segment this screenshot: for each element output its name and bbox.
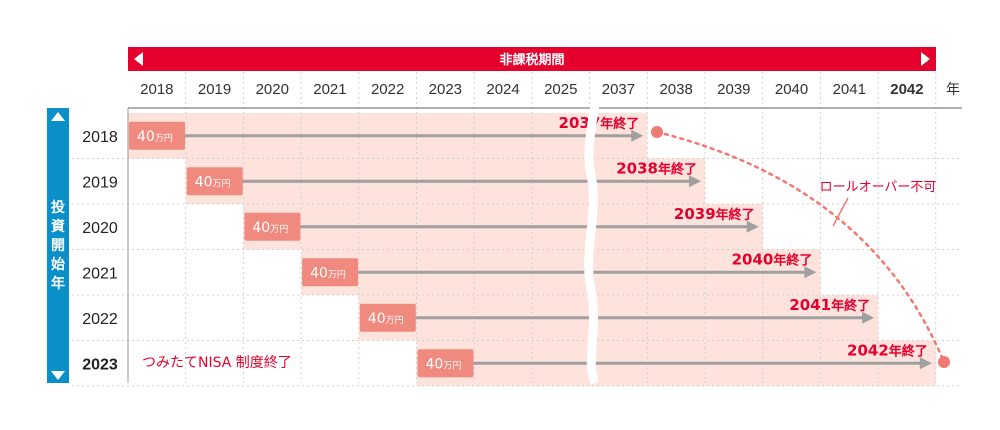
header-bar	[128, 47, 936, 71]
end-label-2039: 2039年終了	[674, 205, 755, 223]
down-arrow-icon	[51, 371, 65, 380]
arrow-head-icon	[746, 220, 759, 233]
amount-badge-2022	[359, 303, 416, 332]
start-year-2018: 2018	[82, 129, 118, 146]
end-suffix: 年終了	[600, 116, 639, 132]
arrow-head-icon	[804, 266, 817, 279]
amount-badge-2020	[244, 212, 301, 241]
up-arrow-icon	[51, 112, 65, 121]
end-label-2042: 2042年終了	[847, 341, 928, 359]
end-label-2041: 2041年終了	[789, 296, 870, 314]
end-label-2040: 2040年終了	[732, 250, 813, 268]
end-label-2038: 2038年終了	[616, 159, 697, 177]
end-year: 2039	[674, 205, 716, 223]
axis-break-band	[584, 71, 601, 385]
amount-badge-2019	[186, 167, 243, 196]
end-year: 2038	[616, 159, 658, 177]
year-label-2042: 2042	[890, 81, 923, 98]
amount-unit: 万円	[155, 133, 173, 144]
end-year: 2041	[789, 296, 831, 314]
start-year-2023: 2023	[82, 356, 118, 373]
start-year-2019: 2019	[82, 174, 118, 191]
end-label-2037: 2037年終了	[559, 114, 640, 132]
left-arrow-icon	[134, 52, 143, 66]
arrow-head-icon	[862, 311, 875, 324]
year-label-2022: 2022	[371, 81, 404, 98]
arrow-head-icon	[631, 129, 644, 142]
side-label-char: 開	[51, 238, 65, 254]
year-label-2021: 2021	[313, 81, 346, 98]
year-label-2019: 2019	[198, 81, 231, 98]
end-suffix: 年終了	[716, 207, 755, 223]
end-suffix: 年終了	[658, 161, 697, 177]
amount-value: 40	[195, 174, 213, 190]
end-year: 2040	[732, 250, 774, 268]
end-suffix: 年終了	[773, 252, 812, 268]
year-label-2040: 2040	[775, 81, 808, 98]
amount-unit: 万円	[386, 315, 404, 326]
side-label-char: 投	[51, 200, 65, 216]
rollover-start-dot	[651, 126, 663, 138]
year-label-2041: 2041	[833, 81, 866, 98]
amount-value: 40	[426, 356, 444, 372]
year-label-2038: 2038	[659, 81, 692, 98]
amount-badge-text: 40万円	[310, 265, 346, 281]
amount-unit: 万円	[213, 178, 231, 189]
period-arrows: 40万円2037年終了40万円2038年終了40万円2039年終了40万円204…	[129, 114, 932, 378]
amount-unit: 万円	[328, 269, 346, 280]
amount-value: 40	[252, 220, 270, 236]
rollover-end-dot	[938, 356, 950, 368]
amount-value: 40	[137, 129, 155, 145]
amount-value: 40	[310, 265, 328, 281]
year-label-2020: 2020	[256, 81, 289, 98]
year-label-2023: 2023	[429, 81, 462, 98]
rollover-callout-line	[832, 197, 849, 227]
side-label-char: 年	[51, 275, 65, 292]
year-suffix: 年	[946, 82, 960, 98]
year-label-2024: 2024	[486, 81, 519, 98]
rollover-dotted-curve	[655, 130, 946, 364]
header-title: 非課税期間	[499, 52, 564, 68]
amount-badge-text: 40万円	[252, 220, 288, 236]
year-axis: 2018 2019 2020 2021 2022 2023 2024 2025 2037 2038…	[140, 81, 923, 98]
amount-badge-2018	[129, 121, 185, 150]
amount-badge-text: 40万円	[195, 174, 231, 190]
amount-value: 40	[368, 311, 386, 327]
arrow-head-icon	[919, 357, 932, 370]
side-label-char: 資	[51, 218, 65, 235]
year-label-2037: 2037	[602, 81, 635, 98]
year-label-2018: 2018	[140, 81, 173, 98]
end-suffix: 年終了	[831, 298, 870, 314]
start-year-labels: 2018 2019 2020 2021 2022 2023	[82, 129, 118, 374]
amount-badge-2021	[302, 258, 359, 287]
amount-unit: 万円	[270, 224, 288, 235]
program-end-note: つみたてNISA 制度終了	[142, 355, 292, 371]
end-year: 2042	[847, 341, 889, 359]
side-bar	[47, 108, 69, 383]
side-label-char: 始	[51, 256, 65, 273]
amount-badge-2023	[417, 349, 474, 378]
arrow-head-icon	[689, 175, 701, 188]
amount-badge-text: 40万円	[426, 356, 462, 372]
amount-badge-text: 40万円	[137, 129, 173, 145]
year-label-2025: 2025	[544, 81, 577, 98]
year-label-2039: 2039	[717, 81, 750, 98]
rollover-label: ロールオーバー不可	[820, 180, 937, 195]
start-year-2020: 2020	[82, 220, 118, 237]
amount-badge-text: 40万円	[368, 311, 404, 327]
start-year-2022: 2022	[82, 311, 118, 328]
amount-unit: 万円	[443, 360, 461, 371]
right-arrow-icon	[921, 52, 930, 66]
start-year-2021: 2021	[82, 265, 118, 282]
end-suffix: 年終了	[889, 343, 928, 359]
